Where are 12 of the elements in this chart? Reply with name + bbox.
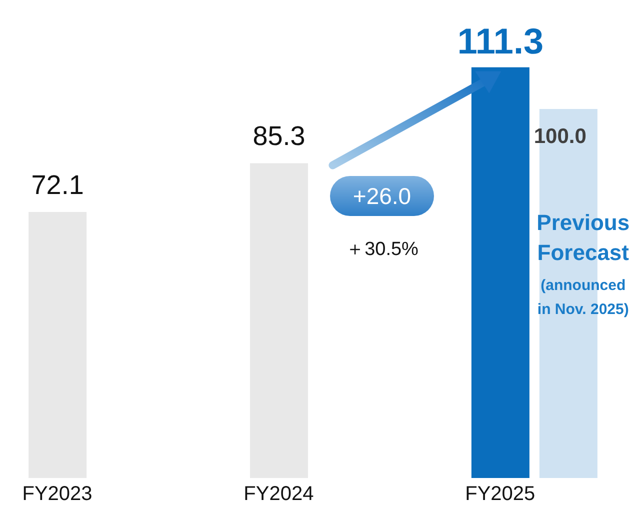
data-label: 100.0 xyxy=(534,124,586,148)
x-tick-label: FY2023 xyxy=(22,483,92,506)
bar xyxy=(471,67,530,478)
annotation: ＋30.5% xyxy=(346,239,419,260)
x-tick-label: FY2024 xyxy=(244,483,314,506)
data-label: 111.3 xyxy=(457,20,544,62)
annotation: (announced in Nov. 2025) xyxy=(537,277,629,318)
data-label: 85.3 xyxy=(252,121,306,152)
x-tick-label: FY2025 xyxy=(465,483,536,506)
series-label: Previous Forecast xyxy=(536,210,630,265)
data-label: 72.1 xyxy=(31,170,84,200)
annotation: +26.0 xyxy=(352,183,412,209)
